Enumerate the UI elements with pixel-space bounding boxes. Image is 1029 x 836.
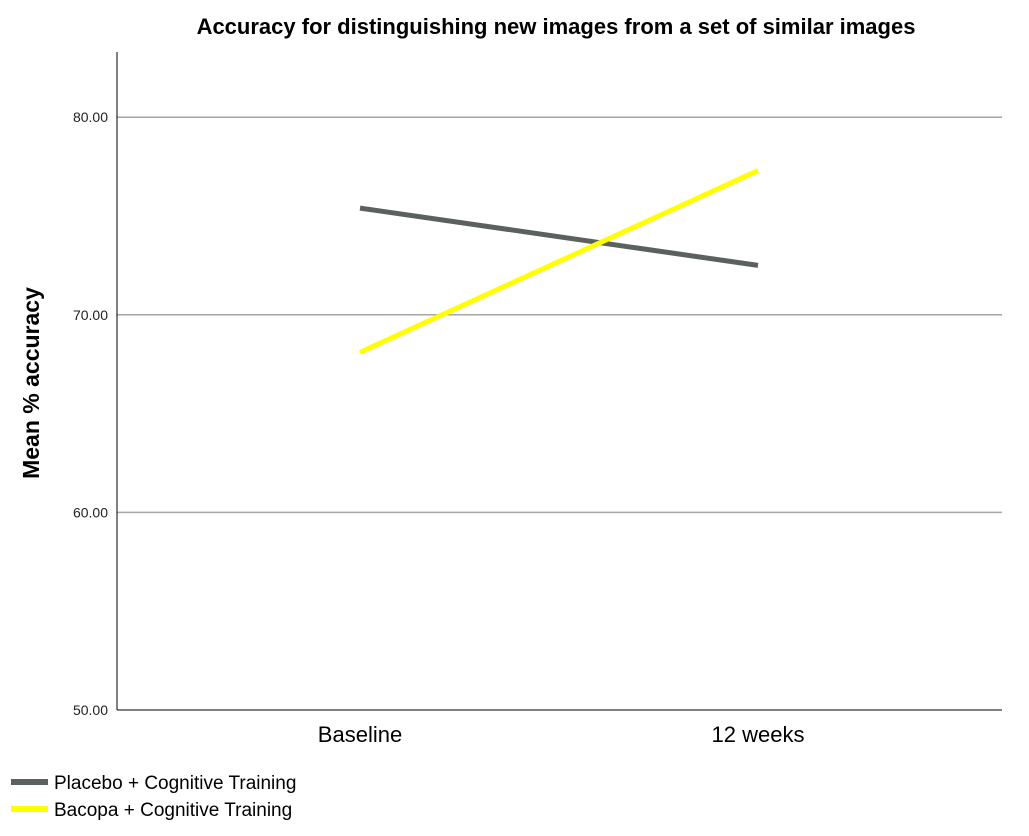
y-tick-label: 70.00 — [73, 307, 108, 323]
x-tick-labels: Baseline 12 weeks — [318, 722, 805, 747]
y-axis-label: Mean % accuracy — [18, 287, 44, 479]
series-lines — [358, 168, 760, 355]
y-tick-label: 50.00 — [73, 702, 108, 718]
series-line-placebo — [359, 205, 759, 268]
chart-title: Accuracy for distinguishing new images f… — [197, 14, 916, 39]
y-tick-label: 80.00 — [73, 109, 108, 125]
x-tick-label: Baseline — [318, 722, 402, 747]
series-line-bacopa — [358, 168, 760, 355]
y-tick-labels: 50.00 60.00 70.00 80.00 — [73, 109, 108, 718]
legend-label: Placebo + Cognitive Training — [54, 773, 296, 794]
y-tick-label: 60.00 — [73, 504, 108, 520]
gridlines — [117, 116, 1002, 514]
x-tick-label: 12 weeks — [712, 722, 805, 747]
legend-label: Bacopa + Cognitive Training — [54, 800, 292, 821]
legend: Placebo + Cognitive Training Bacopa + Cog… — [11, 773, 296, 821]
